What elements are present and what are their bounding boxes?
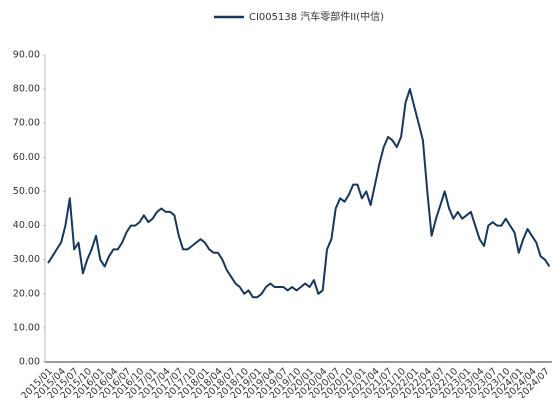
y-tick-label: 20.00 bbox=[13, 288, 40, 299]
y-tick-label: 50.00 bbox=[13, 186, 40, 197]
y-tick-label: 60.00 bbox=[13, 152, 40, 163]
y-tick-label: 0.00 bbox=[19, 357, 40, 368]
y-tick-label: 90.00 bbox=[13, 50, 40, 61]
y-tick-label: 40.00 bbox=[13, 220, 40, 231]
y-tick-label: 80.00 bbox=[13, 84, 40, 95]
y-tick-label: 70.00 bbox=[13, 118, 40, 129]
y-tick-label: 30.00 bbox=[13, 254, 40, 265]
legend-text: CI005138 汽车零部件II(中信) bbox=[249, 10, 384, 23]
y-tick-label: 10.00 bbox=[13, 322, 40, 333]
data-line bbox=[47, 88, 551, 299]
